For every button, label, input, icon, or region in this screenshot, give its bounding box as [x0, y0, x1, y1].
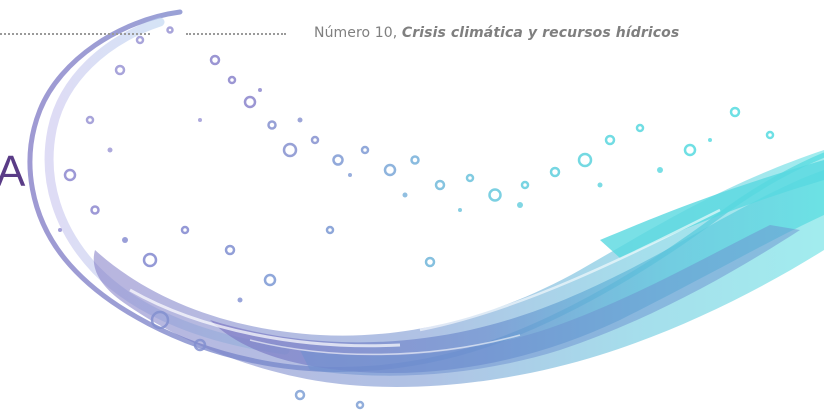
issue-number: Número 10,	[314, 25, 402, 41]
issue-topic: Crisis climática y recursos hídricos	[401, 25, 680, 41]
issue-header: Número 10, Crisis climática y recursos h…	[314, 25, 679, 41]
header-rule-left	[0, 33, 150, 35]
header-rule-right	[186, 33, 286, 35]
page-title-fragment: A	[0, 147, 26, 196]
